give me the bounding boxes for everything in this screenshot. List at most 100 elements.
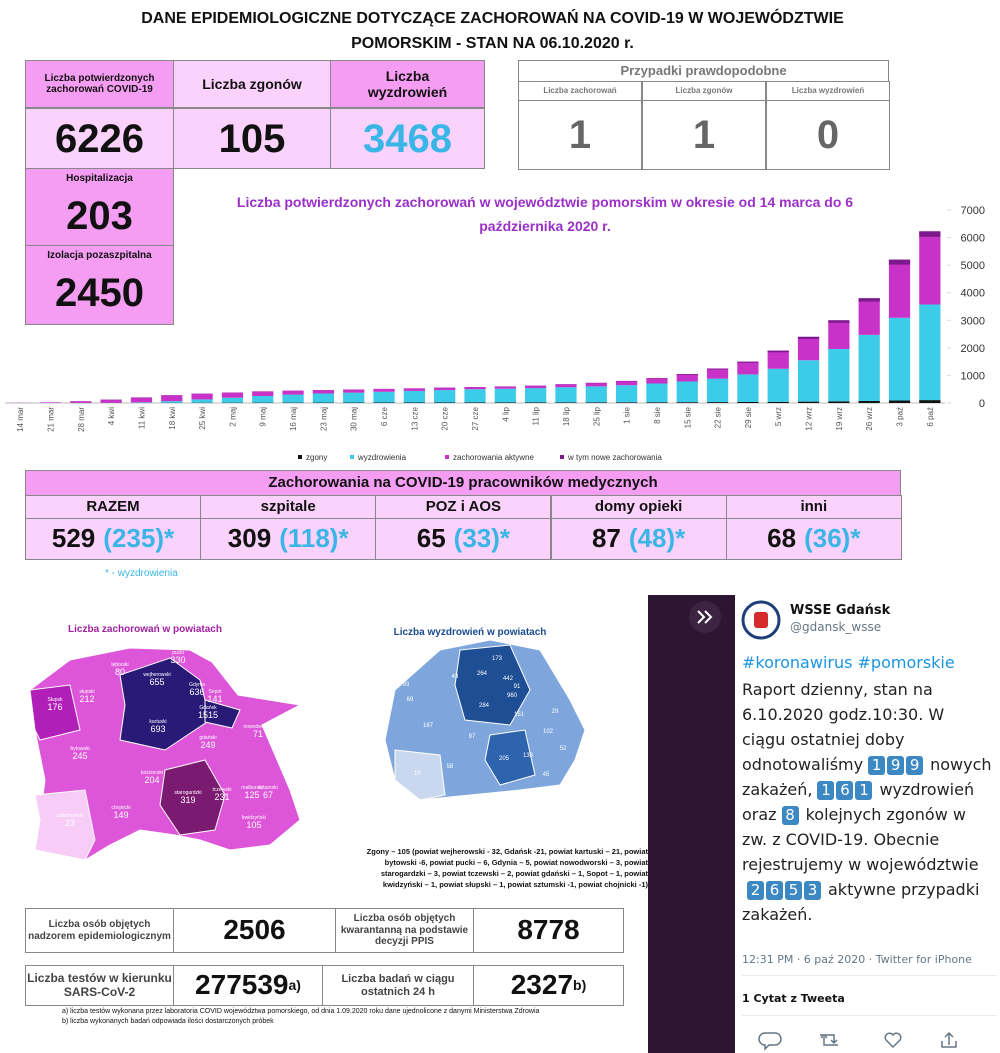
legend-swatch <box>560 455 564 459</box>
map-title: Liczba zachorowań w powiatach <box>68 624 222 635</box>
table-label: Liczba badań w ciągu ostatnich 24 h <box>322 965 474 1006</box>
x-tick-label: 4 kwi <box>107 407 116 425</box>
region-value: 133 <box>523 753 534 759</box>
region-value: 97 <box>469 734 476 740</box>
divider <box>742 1015 997 1016</box>
bar-segment <box>434 387 456 391</box>
map-region <box>204 699 241 729</box>
expand-icon[interactable] <box>648 595 736 655</box>
map-region <box>29 684 81 741</box>
map-title: Liczba wyzdrowień w powiatach <box>394 627 547 638</box>
probable-label: Liczba wyzdrowień <box>766 81 890 101</box>
bar-segment <box>797 336 820 361</box>
bar-segment <box>434 402 456 403</box>
bar-segment <box>888 317 911 401</box>
tweet-text: Raport dzienny, stan na 6.10.2020 godz.1… <box>742 680 945 774</box>
x-tick-label: 2 maj <box>228 407 237 427</box>
retweet-button[interactable] <box>820 1033 838 1046</box>
hashtags[interactable]: #koronawirus #pomorskie <box>742 653 955 672</box>
bar-segment <box>888 259 911 265</box>
bar-segment <box>585 386 607 403</box>
bar-segment <box>919 400 941 403</box>
stat-label: Liczba wyzdrowień <box>330 60 485 108</box>
map-region <box>119 657 211 751</box>
region-value: 102 <box>543 729 554 735</box>
bar-segment <box>282 390 304 395</box>
region-name: nowodworski <box>244 724 273 730</box>
bar-segment <box>676 374 698 382</box>
title-line: DANE EPIDEMIOLOGICZNE DOTYCZĄCE ZACHOROW… <box>141 10 844 27</box>
region-name: człuchowski <box>57 813 84 819</box>
footnote-mark: b) <box>573 977 587 994</box>
bar-segment <box>373 391 395 403</box>
region-value: 167 <box>423 723 434 729</box>
x-tick-label: 18 kwi <box>168 407 177 430</box>
bar-segment <box>858 298 880 335</box>
bar-segment <box>343 389 365 393</box>
region-value: 205 <box>499 756 510 762</box>
y-tick-label: 5000 <box>961 260 985 272</box>
bar-segment <box>828 320 850 349</box>
x-tick-label: 30 maj <box>350 407 359 431</box>
y-tick-label: 2000 <box>961 343 985 355</box>
bar-segment <box>312 390 334 394</box>
region-value: 212 <box>79 694 94 704</box>
legend-label: zachorowania aktywne <box>453 453 534 462</box>
medical-title: Zachorowania na COVID-19 pracowników med… <box>25 470 901 496</box>
legend-swatch <box>298 455 302 459</box>
bar-segment <box>858 298 880 302</box>
digit: 6 <box>836 781 854 800</box>
bar-segment <box>616 380 638 386</box>
share-button[interactable] <box>941 1031 957 1048</box>
tweet-handle[interactable]: @gdansk_wsse <box>790 620 882 634</box>
medical-cases: 65 <box>416 523 446 554</box>
probable-label: Liczba zgonów <box>642 81 766 101</box>
x-tick-label: 26 wrz <box>865 407 874 431</box>
table-label: Liczba osób objętych kwarantanną na pods… <box>335 908 474 953</box>
like-button[interactable] <box>884 1032 902 1049</box>
tweet-meta: 12:31 PM · 6 paź 2020 · Twitter for iPho… <box>742 953 972 966</box>
medical-cell: 529 (235)* <box>25 518 201 560</box>
bar-segment <box>555 384 577 388</box>
region-value: 173 <box>492 656 503 662</box>
region-name: wejherowski <box>143 672 170 678</box>
digit: 8 <box>781 806 799 825</box>
region-value: 80 <box>115 667 125 677</box>
region-name: Gdynia <box>189 682 205 688</box>
bar-segment <box>191 399 213 403</box>
y-tick-label: 1000 <box>961 370 985 382</box>
digit: 2 <box>747 881 764 900</box>
bar-segment <box>706 368 729 379</box>
quote-count[interactable]: 1 Cytat z Tweeta <box>742 992 845 1005</box>
medical-recovered: (118)* <box>279 523 349 554</box>
stat-label: Hospitalizacja <box>66 173 133 184</box>
medical-label: szpitale <box>200 495 377 519</box>
x-tick-label: 12 wrz <box>805 407 814 431</box>
bar-segment <box>858 401 880 403</box>
sidebar <box>648 595 736 1053</box>
map-region <box>484 729 536 786</box>
x-tick-label: 4 lip <box>501 406 510 421</box>
x-tick-label: 19 wrz <box>835 407 844 431</box>
region-value: 71 <box>253 729 263 739</box>
region-value: 655 <box>149 677 164 687</box>
bar-segment <box>494 402 516 403</box>
avatar[interactable] <box>741 600 781 640</box>
x-tick-label: 29 sie <box>744 406 753 428</box>
bar-segment <box>130 397 153 403</box>
probable-value: 0 <box>766 100 890 170</box>
digit: 9 <box>887 756 905 775</box>
bar-segment <box>919 231 941 237</box>
region-value: 10 <box>414 771 421 777</box>
tweet-author[interactable]: WSSE Gdańsk <box>790 603 891 618</box>
x-tick-label: 14 mar <box>16 407 25 432</box>
medical-cell: 87 (48)* <box>550 518 727 560</box>
medical-recovered: (235)* <box>103 523 175 554</box>
reply-button[interactable] <box>758 1032 782 1051</box>
region-value: 52 <box>560 746 567 752</box>
x-tick-label: 28 mar <box>77 407 86 432</box>
region-value: 693 <box>150 724 165 734</box>
bar-segment <box>737 374 759 402</box>
